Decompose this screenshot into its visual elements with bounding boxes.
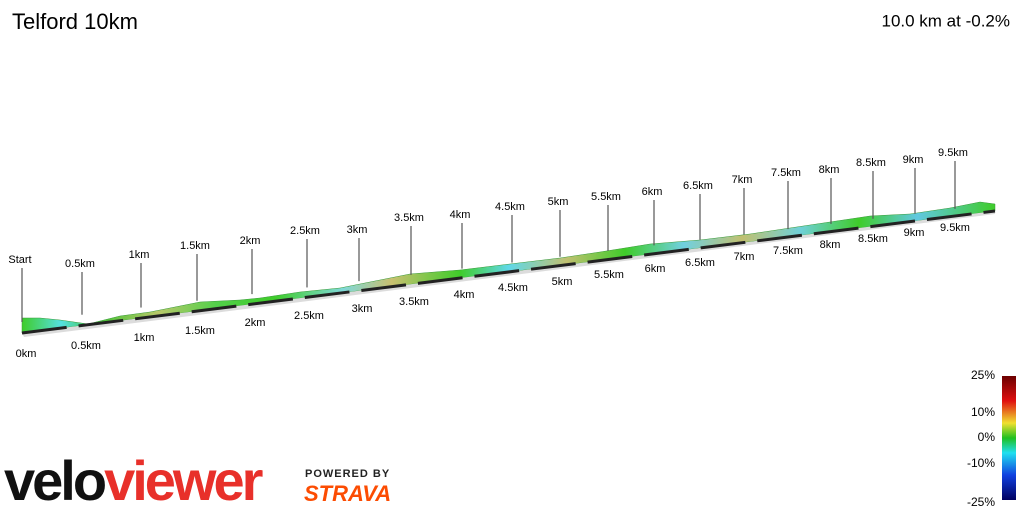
marker-label: 7.5km <box>771 167 801 179</box>
marker-label: 6.5km <box>683 180 713 192</box>
profile-side <box>21 201 996 334</box>
marker-label: 3.5km <box>394 212 424 224</box>
distance-label: 7.5km <box>773 245 803 257</box>
distance-label: 1.5km <box>185 325 215 337</box>
logo-right: viewer <box>104 449 263 512</box>
legend-label: -25% <box>967 495 995 509</box>
marker-label: 9.5km <box>938 147 968 159</box>
legend-bar <box>1002 376 1016 500</box>
marker-label: 7km <box>732 174 753 186</box>
markers: Start 0.5km 1km 1.5km 2km 2.5km 3km 3.5km 4km 4.5… <box>8 147 970 360</box>
distance-label: 3km <box>352 303 373 315</box>
legend: 25% 10% 0% -10% -25% <box>967 368 995 509</box>
marker-label: 5km <box>548 196 569 208</box>
marker-label: 5.5km <box>591 191 621 203</box>
ground-line <box>21 209 996 335</box>
distance-label: 8km <box>820 239 841 251</box>
powered-by: POWERED BY <box>305 468 390 480</box>
distance-label: 2km <box>245 317 266 329</box>
legend-label: 0% <box>978 430 996 444</box>
distance-label: 5.5km <box>594 269 624 281</box>
distance-label: 0.5km <box>71 340 101 352</box>
legend-label: -10% <box>967 456 995 470</box>
distance-label: 1km <box>134 332 155 344</box>
marker-label: 4km <box>450 209 471 221</box>
marker-label: 1.5km <box>180 240 210 252</box>
distance-label: 5km <box>552 276 573 288</box>
marker-label: 9km <box>903 154 924 166</box>
summary: 10.0 km at -0.2% <box>881 11 1010 30</box>
title: Telford 10km <box>12 9 138 34</box>
marker-label: 1km <box>129 249 150 261</box>
marker-label: 0.5km <box>65 258 95 270</box>
distance-label: 4km <box>454 289 475 301</box>
distance-label: 7km <box>734 251 755 263</box>
distance-label: 9.5km <box>940 222 970 234</box>
marker-label: Start <box>8 254 31 266</box>
distance-label: 3.5km <box>399 296 429 308</box>
distance-label: 6.5km <box>685 257 715 269</box>
profile-top <box>22 211 995 337</box>
marker-label: 2.5km <box>290 225 320 237</box>
distance-label: 6km <box>645 263 666 275</box>
distance-label: 2.5km <box>294 310 324 322</box>
logo: veloviewer <box>4 449 263 512</box>
marker-label: 8km <box>819 164 840 176</box>
distance-label: 0km <box>16 348 37 360</box>
logo-left: velo <box>4 449 106 512</box>
marker-label: 6km <box>642 186 663 198</box>
marker-label: 8.5km <box>856 157 886 169</box>
distance-label: 9km <box>904 227 925 239</box>
legend-label: 10% <box>971 405 995 419</box>
legend-label: 25% <box>971 368 995 382</box>
distance-label: 8.5km <box>858 233 888 245</box>
marker-label: 3km <box>347 224 368 236</box>
partner-logo: STRAVA <box>304 481 391 506</box>
distance-label: 4.5km <box>498 282 528 294</box>
marker-label: 4.5km <box>495 201 525 213</box>
marker-label: 2km <box>240 235 261 247</box>
